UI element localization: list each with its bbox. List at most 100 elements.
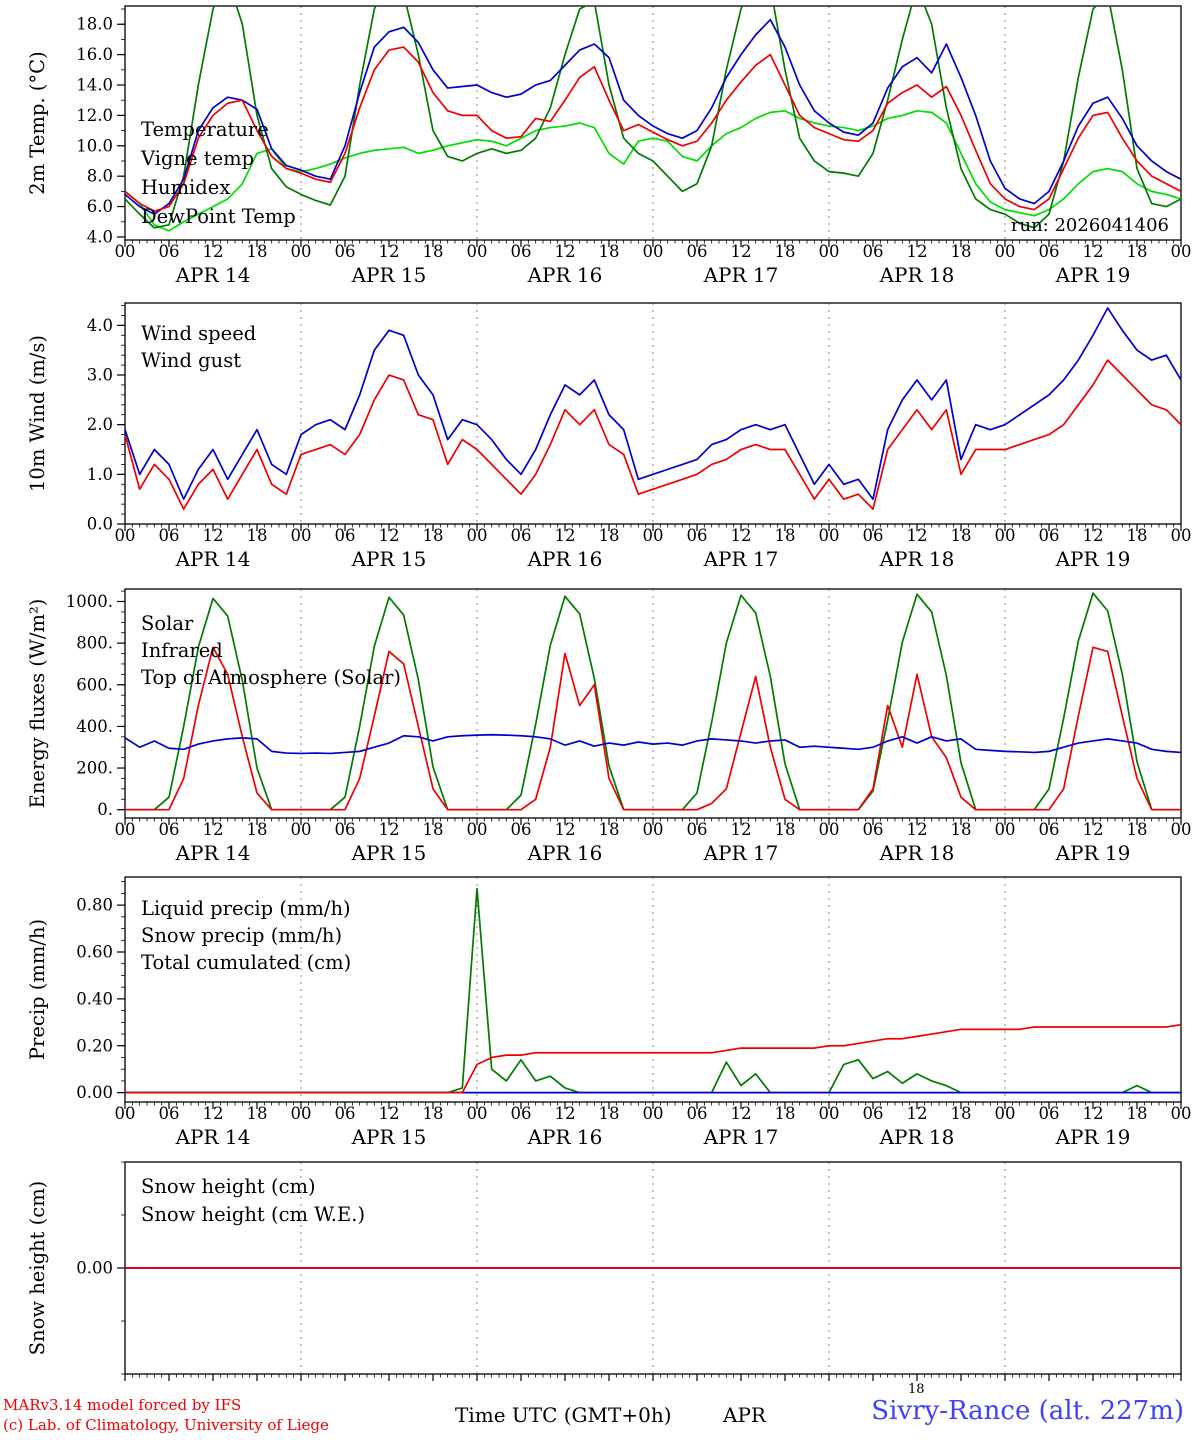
svg-text:0.: 0.: [97, 800, 113, 819]
svg-text:18: 18: [951, 242, 972, 261]
svg-text:6.0: 6.0: [87, 197, 113, 216]
svg-text:00: 00: [995, 820, 1016, 839]
svg-text:18: 18: [423, 1104, 444, 1123]
day-number: 18: [908, 1382, 925, 1397]
svg-text:400.: 400.: [76, 717, 113, 736]
svg-text:00: 00: [995, 242, 1016, 261]
svg-text:18: 18: [247, 1104, 268, 1123]
svg-text:18: 18: [951, 1104, 972, 1123]
svg-text:3.0: 3.0: [87, 366, 113, 385]
svg-text:0.80: 0.80: [76, 896, 113, 915]
svg-text:06: 06: [863, 526, 884, 545]
svg-text:200.: 200.: [76, 759, 113, 778]
svg-text:Snow height (cm): Snow height (cm): [141, 1175, 316, 1198]
svg-text:06: 06: [687, 242, 708, 261]
svg-text:APR 15: APR 15: [351, 1125, 427, 1149]
svg-text:00: 00: [819, 242, 840, 261]
svg-text:06: 06: [1039, 242, 1060, 261]
svg-text:12: 12: [203, 1104, 224, 1123]
svg-text:12: 12: [1083, 1104, 1104, 1123]
svg-text:18: 18: [599, 526, 620, 545]
svg-text:4.0: 4.0: [87, 227, 113, 246]
svg-text:APR 18: APR 18: [879, 1125, 955, 1149]
svg-text:18: 18: [423, 820, 444, 839]
svg-text:12: 12: [379, 242, 400, 261]
svg-text:12: 12: [731, 526, 752, 545]
svg-text:00: 00: [643, 1104, 664, 1123]
svg-text:06: 06: [511, 526, 532, 545]
svg-text:APR 18: APR 18: [879, 263, 955, 287]
svg-text:10m Wind (m/s): 10m Wind (m/s): [26, 335, 49, 492]
svg-text:Wind speed: Wind speed: [141, 322, 256, 345]
svg-text:06: 06: [159, 242, 180, 261]
svg-text:12: 12: [555, 820, 576, 839]
svg-text:00: 00: [467, 1104, 488, 1123]
svg-text:12: 12: [1083, 526, 1104, 545]
svg-text:Wind gust: Wind gust: [141, 349, 241, 372]
station-name: Sivry-Rance (alt. 227m): [871, 1396, 1184, 1426]
svg-text:APR 17: APR 17: [703, 1125, 779, 1149]
svg-text:00: 00: [467, 242, 488, 261]
svg-text:06: 06: [687, 526, 708, 545]
svg-text:00: 00: [1171, 1104, 1192, 1123]
svg-text:18: 18: [599, 820, 620, 839]
svg-text:APR 14: APR 14: [175, 1125, 251, 1149]
svg-text:12: 12: [731, 1104, 752, 1123]
svg-text:00: 00: [995, 1104, 1016, 1123]
svg-text:4.0: 4.0: [87, 316, 113, 335]
svg-text:18: 18: [775, 526, 796, 545]
svg-text:0.0: 0.0: [87, 515, 113, 534]
svg-text:Infrared: Infrared: [141, 639, 223, 662]
svg-text:18: 18: [423, 242, 444, 261]
svg-text:Temperature: Temperature: [141, 118, 269, 141]
svg-text:2m Temp. (°C): 2m Temp. (°C): [26, 51, 49, 194]
month-label: APR: [723, 1403, 766, 1427]
svg-text:06: 06: [863, 1104, 884, 1123]
svg-text:APR 14: APR 14: [175, 263, 251, 287]
svg-text:12: 12: [555, 1104, 576, 1123]
svg-text:APR 17: APR 17: [703, 263, 779, 287]
svg-text:APR 16: APR 16: [527, 547, 603, 571]
svg-text:00: 00: [291, 820, 312, 839]
svg-text:run: 2026041406: run: 2026041406: [1011, 215, 1169, 236]
svg-text:0.00: 0.00: [76, 1083, 113, 1102]
svg-text:12: 12: [203, 526, 224, 545]
svg-text:12: 12: [555, 526, 576, 545]
svg-text:18: 18: [247, 526, 268, 545]
svg-text:APR 15: APR 15: [351, 841, 427, 865]
svg-text:06: 06: [687, 820, 708, 839]
svg-text:18: 18: [423, 526, 444, 545]
svg-text:00: 00: [1171, 242, 1192, 261]
svg-text:1.0: 1.0: [87, 465, 113, 484]
svg-text:18: 18: [1127, 242, 1148, 261]
svg-text:12: 12: [379, 1104, 400, 1123]
svg-text:06: 06: [335, 242, 356, 261]
svg-text:12: 12: [1083, 242, 1104, 261]
svg-text:12: 12: [1083, 820, 1104, 839]
svg-text:18: 18: [951, 526, 972, 545]
svg-text:APR 18: APR 18: [879, 841, 955, 865]
svg-text:06: 06: [1039, 820, 1060, 839]
svg-text:00: 00: [819, 820, 840, 839]
svg-text:18: 18: [599, 1104, 620, 1123]
svg-text:Vigne temp: Vigne temp: [140, 147, 254, 170]
svg-text:06: 06: [1039, 526, 1060, 545]
svg-text:Snow precip (mm/h): Snow precip (mm/h): [141, 924, 342, 947]
svg-text:06: 06: [511, 242, 532, 261]
svg-text:00: 00: [291, 1104, 312, 1123]
svg-text:800.: 800.: [76, 634, 113, 653]
svg-text:12: 12: [907, 820, 928, 839]
svg-text:APR 17: APR 17: [703, 547, 779, 571]
svg-text:Top of Atmosphere (Solar): Top of Atmosphere (Solar): [141, 666, 401, 689]
svg-text:00: 00: [1171, 526, 1192, 545]
svg-text:00: 00: [467, 526, 488, 545]
svg-text:12: 12: [379, 526, 400, 545]
svg-text:12: 12: [731, 242, 752, 261]
svg-text:06: 06: [863, 820, 884, 839]
svg-text:Humidex: Humidex: [141, 176, 230, 199]
svg-text:8.0: 8.0: [87, 167, 113, 186]
svg-text:16.0: 16.0: [76, 45, 113, 64]
svg-text:18: 18: [1127, 1104, 1148, 1123]
svg-text:18: 18: [775, 242, 796, 261]
